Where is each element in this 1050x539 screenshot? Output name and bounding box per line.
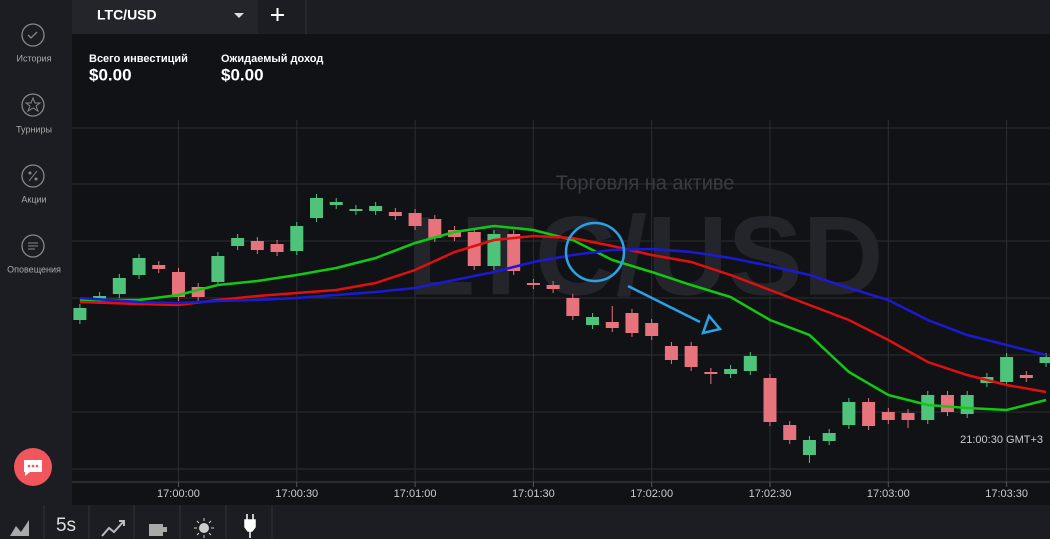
candle-body	[467, 232, 481, 266]
candle-body	[349, 209, 363, 211]
candle-body	[388, 212, 402, 216]
theme-button[interactable]	[194, 518, 214, 538]
add-tab[interactable]	[271, 8, 284, 21]
candle-body	[960, 395, 974, 414]
candle-body	[211, 256, 225, 282]
candle-body	[704, 372, 718, 374]
sidebar-item[interactable]: Оповещения	[7, 234, 61, 274]
candle-body	[802, 440, 816, 455]
candle-body	[901, 413, 915, 420]
stat-label: Всего инвестиций	[89, 53, 188, 65]
candle-body	[842, 402, 856, 425]
watermark: LTC/USD	[407, 194, 884, 319]
candle-body	[566, 298, 580, 316]
candle-body	[625, 313, 639, 333]
candle-body	[191, 287, 205, 297]
candle-body	[724, 369, 738, 374]
candle-body	[250, 241, 264, 250]
candle-body	[448, 230, 462, 237]
x-tick-label: 17:03:00	[867, 488, 910, 500]
x-tick-label: 17:02:30	[749, 488, 792, 500]
candle-body	[93, 296, 107, 300]
x-tick-label: 17:03:30	[985, 488, 1028, 500]
sidebar-item[interactable]: Акции	[21, 164, 47, 204]
candle-body	[940, 395, 954, 412]
moving-average	[79, 247, 1047, 357]
chat-button[interactable]	[14, 448, 52, 486]
interval-button[interactable]: 5s	[56, 515, 76, 536]
sidebar-label: Акции	[21, 194, 46, 204]
candle-body	[1000, 357, 1014, 382]
candle-body	[763, 378, 777, 422]
asset-tab[interactable]	[72, 0, 258, 34]
candle-body	[408, 213, 422, 226]
candle-body	[526, 283, 540, 285]
moving-average	[79, 224, 1047, 412]
plot	[73, 194, 1050, 463]
candle-body	[132, 258, 146, 275]
x-tick-label: 17:02:00	[630, 488, 673, 500]
sidebar-label: Турниры	[16, 124, 52, 134]
candle-body	[152, 265, 166, 269]
candle-body	[783, 425, 797, 440]
chart-type-button[interactable]	[10, 520, 29, 536]
x-tick-label: 17:01:30	[512, 488, 555, 500]
candle-body	[112, 278, 126, 294]
sidebar-item[interactable]: История	[17, 23, 52, 63]
sidebar	[0, 0, 72, 505]
stat-label: Ожидаемый доход	[221, 53, 323, 65]
candle-body	[270, 244, 284, 252]
candle-body	[73, 308, 87, 320]
x-tick-label: 17:01:00	[394, 488, 437, 500]
sidebar-label: История	[17, 53, 52, 63]
x-tick-label: 17:00:00	[157, 488, 200, 500]
drawings-button[interactable]	[149, 524, 167, 536]
candle-body	[862, 402, 876, 426]
moving-average	[79, 234, 1047, 394]
asset-symbol: LTC/USD	[97, 7, 157, 23]
candle-body	[1039, 357, 1050, 363]
annotation-arrow	[627, 284, 701, 324]
candle-body	[290, 226, 304, 251]
dropdown-arrow[interactable]	[234, 13, 244, 18]
candle-body	[329, 202, 343, 205]
watermark-subtitle: Торговля на активе	[556, 172, 735, 194]
toolbar-dividers	[43, 505, 273, 539]
candle-body	[369, 206, 383, 211]
candle-body	[645, 323, 659, 336]
toolbar	[0, 505, 1050, 539]
candle-body	[507, 234, 521, 271]
candle-body	[310, 198, 323, 218]
candle-body	[428, 219, 442, 238]
sidebar-item[interactable]: Турниры	[16, 93, 52, 134]
candle-body	[171, 272, 185, 297]
sidebar-label: Оповещения	[7, 264, 61, 274]
stat-value: $0.00	[221, 65, 264, 84]
annotation-arrowhead	[701, 313, 723, 335]
indicators-button[interactable]	[101, 520, 125, 537]
candle-body	[664, 346, 678, 360]
connection-button[interactable]	[244, 514, 256, 538]
candle-body	[822, 433, 836, 441]
candle-body	[1019, 375, 1033, 378]
candle-body	[586, 317, 600, 325]
candle-body	[881, 412, 895, 420]
candle-body	[743, 356, 757, 371]
server-time: 21:00:30 GMT+3	[960, 434, 1043, 446]
candle-body	[605, 322, 619, 328]
candle-body	[921, 395, 935, 420]
x-tick-label: 17:00:30	[275, 488, 318, 500]
stat-value: $0.00	[89, 65, 132, 84]
candle-body	[684, 346, 698, 367]
candle-body	[546, 285, 560, 289]
candle-body	[231, 238, 245, 246]
annotation-circle	[564, 221, 626, 283]
